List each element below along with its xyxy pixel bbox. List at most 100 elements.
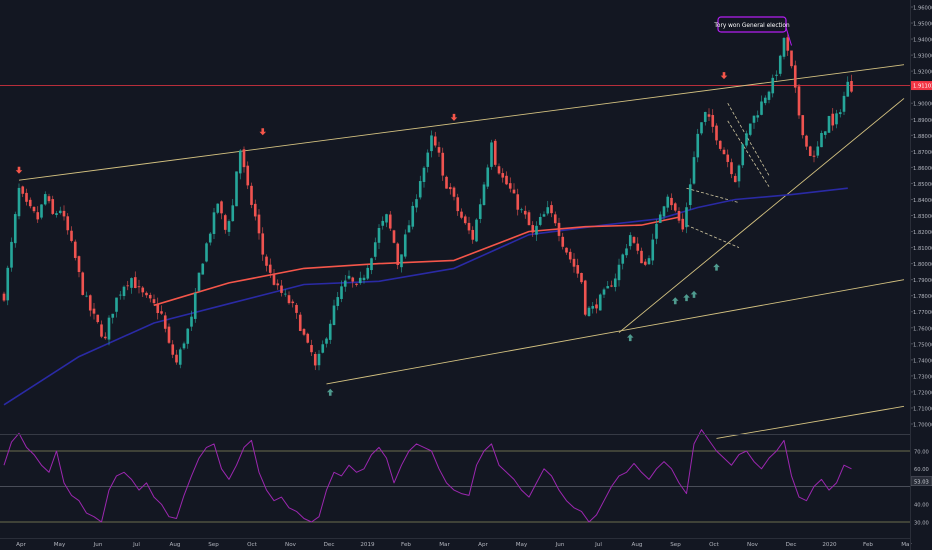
- candle: [55, 210, 58, 218]
- price-tick-label: 1.80000: [913, 262, 932, 268]
- candle: [2, 291, 6, 302]
- candle: [118, 291, 122, 300]
- candle: [602, 287, 606, 299]
- candle: [250, 182, 253, 209]
- candle: [32, 206, 36, 214]
- sell-arrow-icon: [450, 113, 458, 121]
- price-tick-label: 1.86000: [913, 166, 932, 172]
- candle: [801, 115, 805, 139]
- candle: [715, 123, 718, 145]
- time-tick-label: Dec: [786, 542, 797, 548]
- candle: [561, 232, 565, 250]
- candle: [587, 305, 591, 317]
- candle: [460, 208, 463, 220]
- candle: [760, 95, 763, 116]
- trendline[interactable]: [618, 98, 905, 333]
- candle: [647, 255, 651, 265]
- dashed-channel-line[interactable]: [727, 120, 770, 187]
- candle: [643, 258, 647, 267]
- candle: [103, 332, 107, 340]
- candle: [538, 213, 542, 227]
- candle: [201, 263, 205, 275]
- candle: [542, 211, 546, 217]
- candle: [70, 226, 73, 243]
- time-tick-label: Nov: [747, 542, 759, 548]
- candle: [636, 237, 640, 255]
- candle: [786, 32, 790, 56]
- buy-arrow-icon: [626, 334, 634, 342]
- candle: [733, 173, 737, 183]
- candle: [36, 206, 40, 223]
- candle: [846, 76, 850, 97]
- price-tick-label: 1.85000: [913, 182, 932, 188]
- candle: [842, 91, 846, 115]
- time-tick-label: Jul: [594, 542, 602, 548]
- candle: [21, 185, 25, 198]
- time-tick-label: Oct: [247, 542, 257, 548]
- candle: [283, 289, 287, 297]
- candle: [227, 219, 231, 237]
- candle: [81, 271, 85, 296]
- candle: [306, 332, 310, 344]
- candle: [632, 235, 636, 245]
- candle: [343, 274, 347, 292]
- candle: [553, 211, 557, 226]
- candle: [62, 205, 66, 221]
- price-tick-label: 1.77000: [913, 310, 932, 316]
- time-tick-label: Jun: [555, 542, 565, 548]
- candle: [550, 201, 553, 218]
- trendline[interactable]: [326, 279, 905, 385]
- candle: [497, 163, 501, 175]
- price-tick-label: 1.73000: [913, 374, 932, 380]
- candle: [486, 164, 490, 190]
- candle: [835, 109, 838, 129]
- price-tick-label: 1.71000: [913, 406, 932, 412]
- candle: [797, 83, 801, 119]
- candle: [175, 349, 178, 365]
- candle: [403, 229, 407, 259]
- candle: [171, 340, 175, 359]
- annotation-callout[interactable]: Tory won General election: [713, 16, 792, 46]
- candle: [718, 140, 722, 151]
- candle: [493, 139, 497, 167]
- sell-arrow-icon: [259, 128, 267, 136]
- candle: [756, 110, 760, 122]
- candle: [197, 272, 201, 292]
- trendline[interactable]: [716, 405, 905, 439]
- candle: [812, 150, 816, 163]
- time-tick-label: May: [54, 542, 66, 548]
- candle: [205, 242, 208, 263]
- candle: [621, 253, 625, 270]
- candle: [568, 248, 572, 263]
- candle: [141, 285, 145, 298]
- candle: [321, 340, 325, 354]
- candle: [670, 193, 673, 210]
- candle: [238, 149, 242, 180]
- candle: [463, 214, 467, 225]
- candle: [452, 186, 456, 201]
- candle: [456, 193, 460, 216]
- candle: [51, 195, 55, 215]
- candle: [441, 147, 445, 181]
- candle: [182, 341, 186, 350]
- buy-arrow-icon: [683, 294, 690, 302]
- candle: [490, 139, 493, 170]
- candle: [115, 297, 118, 318]
- candle: [613, 273, 617, 292]
- candle: [88, 294, 92, 317]
- candle: [531, 221, 535, 237]
- candle: [430, 130, 433, 158]
- dashed-channel-line[interactable]: [686, 224, 740, 248]
- price-tick-label: 1.72000: [913, 390, 932, 396]
- candle: [677, 207, 681, 224]
- dashed-channel-line[interactable]: [727, 103, 770, 176]
- price-tick-label: 1.95000: [913, 22, 932, 28]
- candle: [396, 242, 400, 270]
- candle: [295, 302, 298, 319]
- candle: [10, 237, 13, 272]
- candle: [433, 131, 437, 148]
- candle: [332, 299, 336, 326]
- candle: [707, 108, 711, 122]
- trendline[interactable]: [18, 64, 905, 181]
